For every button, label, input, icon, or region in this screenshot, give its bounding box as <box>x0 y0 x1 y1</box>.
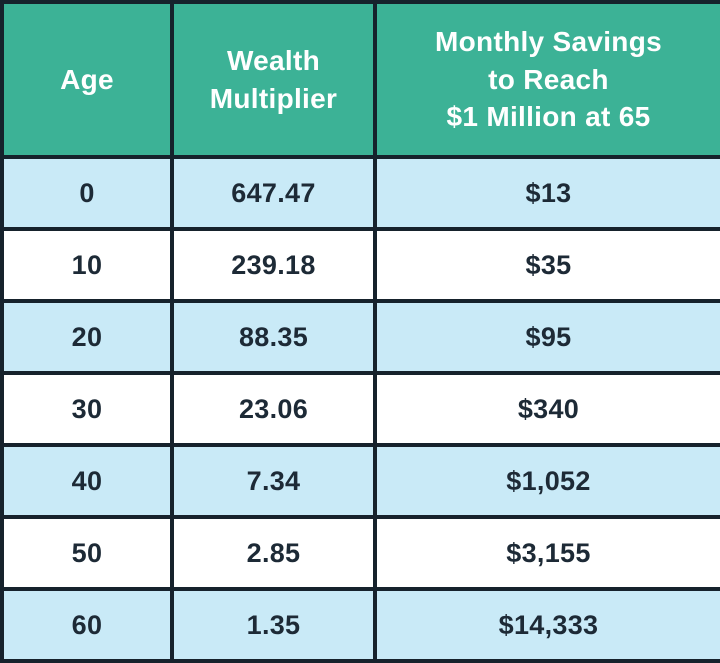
table-cell-wealth-multiplier: 23.06 <box>170 371 377 447</box>
column-header-age: Age <box>0 0 174 159</box>
table-cell-wealth-multiplier: 1.35 <box>170 587 377 663</box>
table-row: 30 23.06 $340 <box>0 371 720 447</box>
table-cell-wealth-multiplier: 2.85 <box>170 515 377 591</box>
table-cell-wealth-multiplier: 647.47 <box>170 155 377 231</box>
table-row: 0 647.47 $13 <box>0 155 720 231</box>
table-body: 0 647.47 $13 10 239.18 $35 20 88.35 $95 30 23.06 $3… <box>0 155 720 663</box>
table-cell-monthly-savings: $340 <box>373 371 720 447</box>
table-cell-wealth-multiplier: 88.35 <box>170 299 377 375</box>
table-cell-age: 10 <box>0 227 174 303</box>
table-cell-age: 0 <box>0 155 174 231</box>
table-cell-monthly-savings: $1,052 <box>373 443 720 519</box>
table-header-row: Age Wealth Multiplier Monthly Savings to… <box>0 0 720 159</box>
column-header-monthly-savings: Monthly Savings to Reach $1 Million at 6… <box>373 0 720 159</box>
table-cell-age: 20 <box>0 299 174 375</box>
table-cell-monthly-savings: $14,333 <box>373 587 720 663</box>
table-cell-wealth-multiplier: 239.18 <box>170 227 377 303</box>
table-row: 50 2.85 $3,155 <box>0 515 720 591</box>
table-cell-age: 40 <box>0 443 174 519</box>
table-cell-wealth-multiplier: 7.34 <box>170 443 377 519</box>
table-cell-monthly-savings: $95 <box>373 299 720 375</box>
table-cell-age: 30 <box>0 371 174 447</box>
table-cell-age: 50 <box>0 515 174 591</box>
table-row: 40 7.34 $1,052 <box>0 443 720 519</box>
table-row: 20 88.35 $95 <box>0 299 720 375</box>
table-cell-monthly-savings: $3,155 <box>373 515 720 591</box>
table-cell-monthly-savings: $35 <box>373 227 720 303</box>
table-cell-monthly-savings: $13 <box>373 155 720 231</box>
table-cell-age: 60 <box>0 587 174 663</box>
table-row: 10 239.18 $35 <box>0 227 720 303</box>
table-row: 60 1.35 $14,333 <box>0 587 720 663</box>
column-header-wealth-multiplier: Wealth Multiplier <box>170 0 377 159</box>
